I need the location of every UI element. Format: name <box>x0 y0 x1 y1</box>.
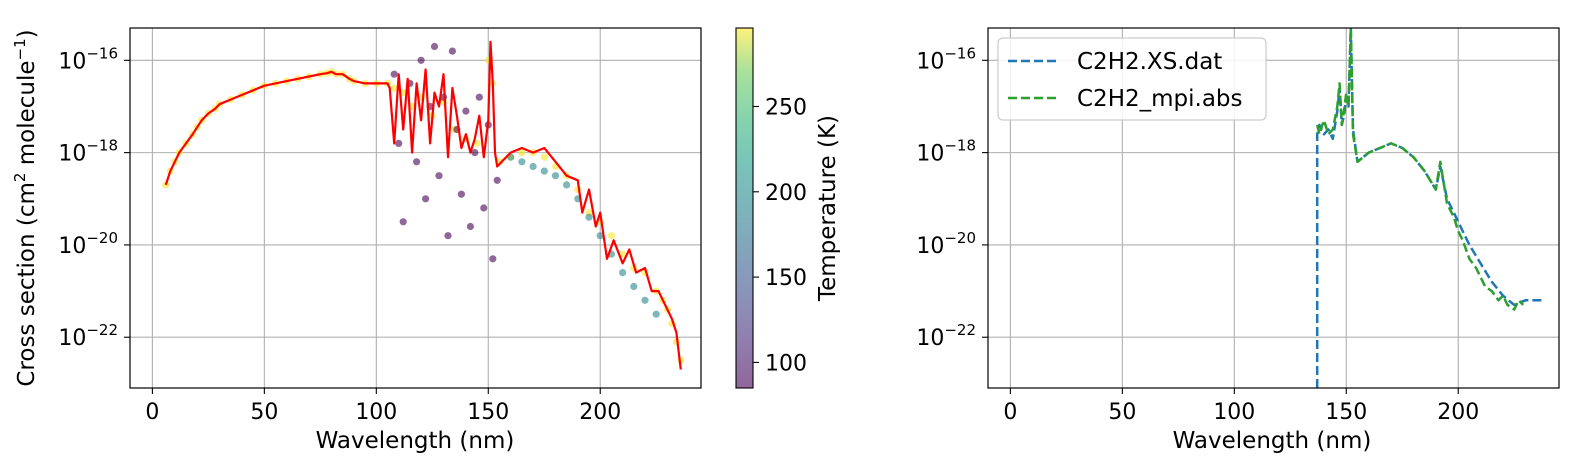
scatter-point <box>529 162 537 171</box>
line-series <box>1315 28 1544 388</box>
legend-label-mpi-abs: C2H2_mpi.abs <box>1077 86 1243 112</box>
x-tick-label: 150 <box>467 400 509 425</box>
x-axis-label: Wavelength (nm) <box>316 428 515 454</box>
scatter-point <box>489 255 497 263</box>
scatter-point <box>473 139 481 147</box>
scatter-point <box>462 107 470 115</box>
series-line-mpi-abs <box>1315 28 1525 311</box>
scatter-point <box>422 195 430 203</box>
x-axis-ticks: 0 50 100 150 200 <box>1003 388 1479 425</box>
line-plot-right: 0 50 100 150 200 10−16 10−18 10−20 10−22 Wavele… <box>916 27 1560 454</box>
scatter-point <box>540 167 548 175</box>
scatter-point <box>162 181 170 189</box>
y-axis-ticks: 10−16 10−18 10−20 10−22 <box>58 44 130 351</box>
y-tick-label: 10−16 <box>58 44 118 74</box>
scatter-point <box>596 232 604 240</box>
colorbar-tick-label: 250 <box>765 95 807 120</box>
x-tick-label: 0 <box>145 400 159 425</box>
x-tick-label: 0 <box>1003 400 1017 425</box>
scatter-point <box>475 93 483 101</box>
scatter-point <box>448 47 456 55</box>
x-tick-label: 100 <box>1213 400 1255 425</box>
y-tick-label: 10−20 <box>58 229 118 259</box>
x-tick-label: 200 <box>579 400 621 425</box>
y-tick-label: 10−22 <box>916 321 976 351</box>
red-line <box>164 40 682 370</box>
gridlines <box>130 28 701 388</box>
red-line-series <box>164 40 682 370</box>
colorbar: 100 150 200 250 Temperature (K) <box>735 27 841 389</box>
plot-frame <box>129 27 702 389</box>
legend-box <box>997 37 1267 121</box>
y-tick-label: 10−18 <box>58 137 118 167</box>
x-tick-label: 150 <box>1325 400 1367 425</box>
scatter-point <box>444 232 452 240</box>
scatter-point <box>390 84 398 92</box>
scatter-point <box>585 213 593 221</box>
y-axis-ticks: 10−16 10−18 10−20 10−22 <box>916 44 988 351</box>
scatter-point <box>457 190 465 198</box>
scatter-point <box>652 310 660 318</box>
legend: C2H2.XS.dat C2H2_mpi.abs <box>997 37 1267 121</box>
scatter-point <box>399 218 407 226</box>
scatter-point <box>518 149 526 157</box>
scatter-point <box>413 158 421 166</box>
y-tick-label: 10−18 <box>916 137 976 167</box>
scatter-point <box>518 158 526 166</box>
colorbar-ticks: 100 150 200 250 <box>753 95 807 376</box>
colorbar-label: Temperature (K) <box>815 115 841 302</box>
y-tick-label: 10−16 <box>916 44 976 74</box>
colorbar-tick-label: 200 <box>765 181 807 206</box>
scatter-point <box>471 149 479 157</box>
x-tick-label: 200 <box>1437 400 1479 425</box>
scatter-point <box>630 282 638 291</box>
scatter-point <box>395 139 403 147</box>
colorbar-gradient <box>736 28 753 388</box>
colorbar-frame <box>735 27 754 389</box>
y-axis-label: Cross section (cm2 molecule−1) <box>11 29 40 386</box>
plot-frame <box>987 27 1560 389</box>
scatter-point <box>619 269 627 277</box>
scatter-point <box>540 153 548 161</box>
x-tick-label: 100 <box>355 400 397 425</box>
legend-label-xs-dat: C2H2.XS.dat <box>1077 49 1222 75</box>
series-line-xs-dat <box>1315 28 1544 388</box>
scatter-point <box>466 222 474 231</box>
scatter-point <box>563 181 571 189</box>
scatter-point <box>430 42 439 51</box>
scatter-point <box>641 296 649 304</box>
scatter-point <box>493 176 501 184</box>
scatter-point <box>417 56 425 64</box>
x-axis-ticks: 0 50 100 150 200 <box>145 388 621 425</box>
colorbar-tick-label: 150 <box>765 266 807 291</box>
scatter-point <box>607 232 616 240</box>
x-tick-label: 50 <box>1108 400 1136 425</box>
scatter-point <box>551 172 560 180</box>
x-axis-label: Wavelength (nm) <box>1173 428 1372 454</box>
y-tick-label: 10−20 <box>916 229 976 259</box>
y-tick-label: 10−22 <box>58 321 118 351</box>
scatter-point <box>390 70 398 78</box>
scatter-plot-left: 0 50 100 150 200 10−16 10−18 10−20 10−22 Wavele… <box>11 27 702 454</box>
scatter-point <box>480 204 488 212</box>
x-tick-label: 50 <box>250 400 278 425</box>
scatter-point <box>435 172 443 180</box>
colorbar-tick-label: 100 <box>765 351 807 376</box>
